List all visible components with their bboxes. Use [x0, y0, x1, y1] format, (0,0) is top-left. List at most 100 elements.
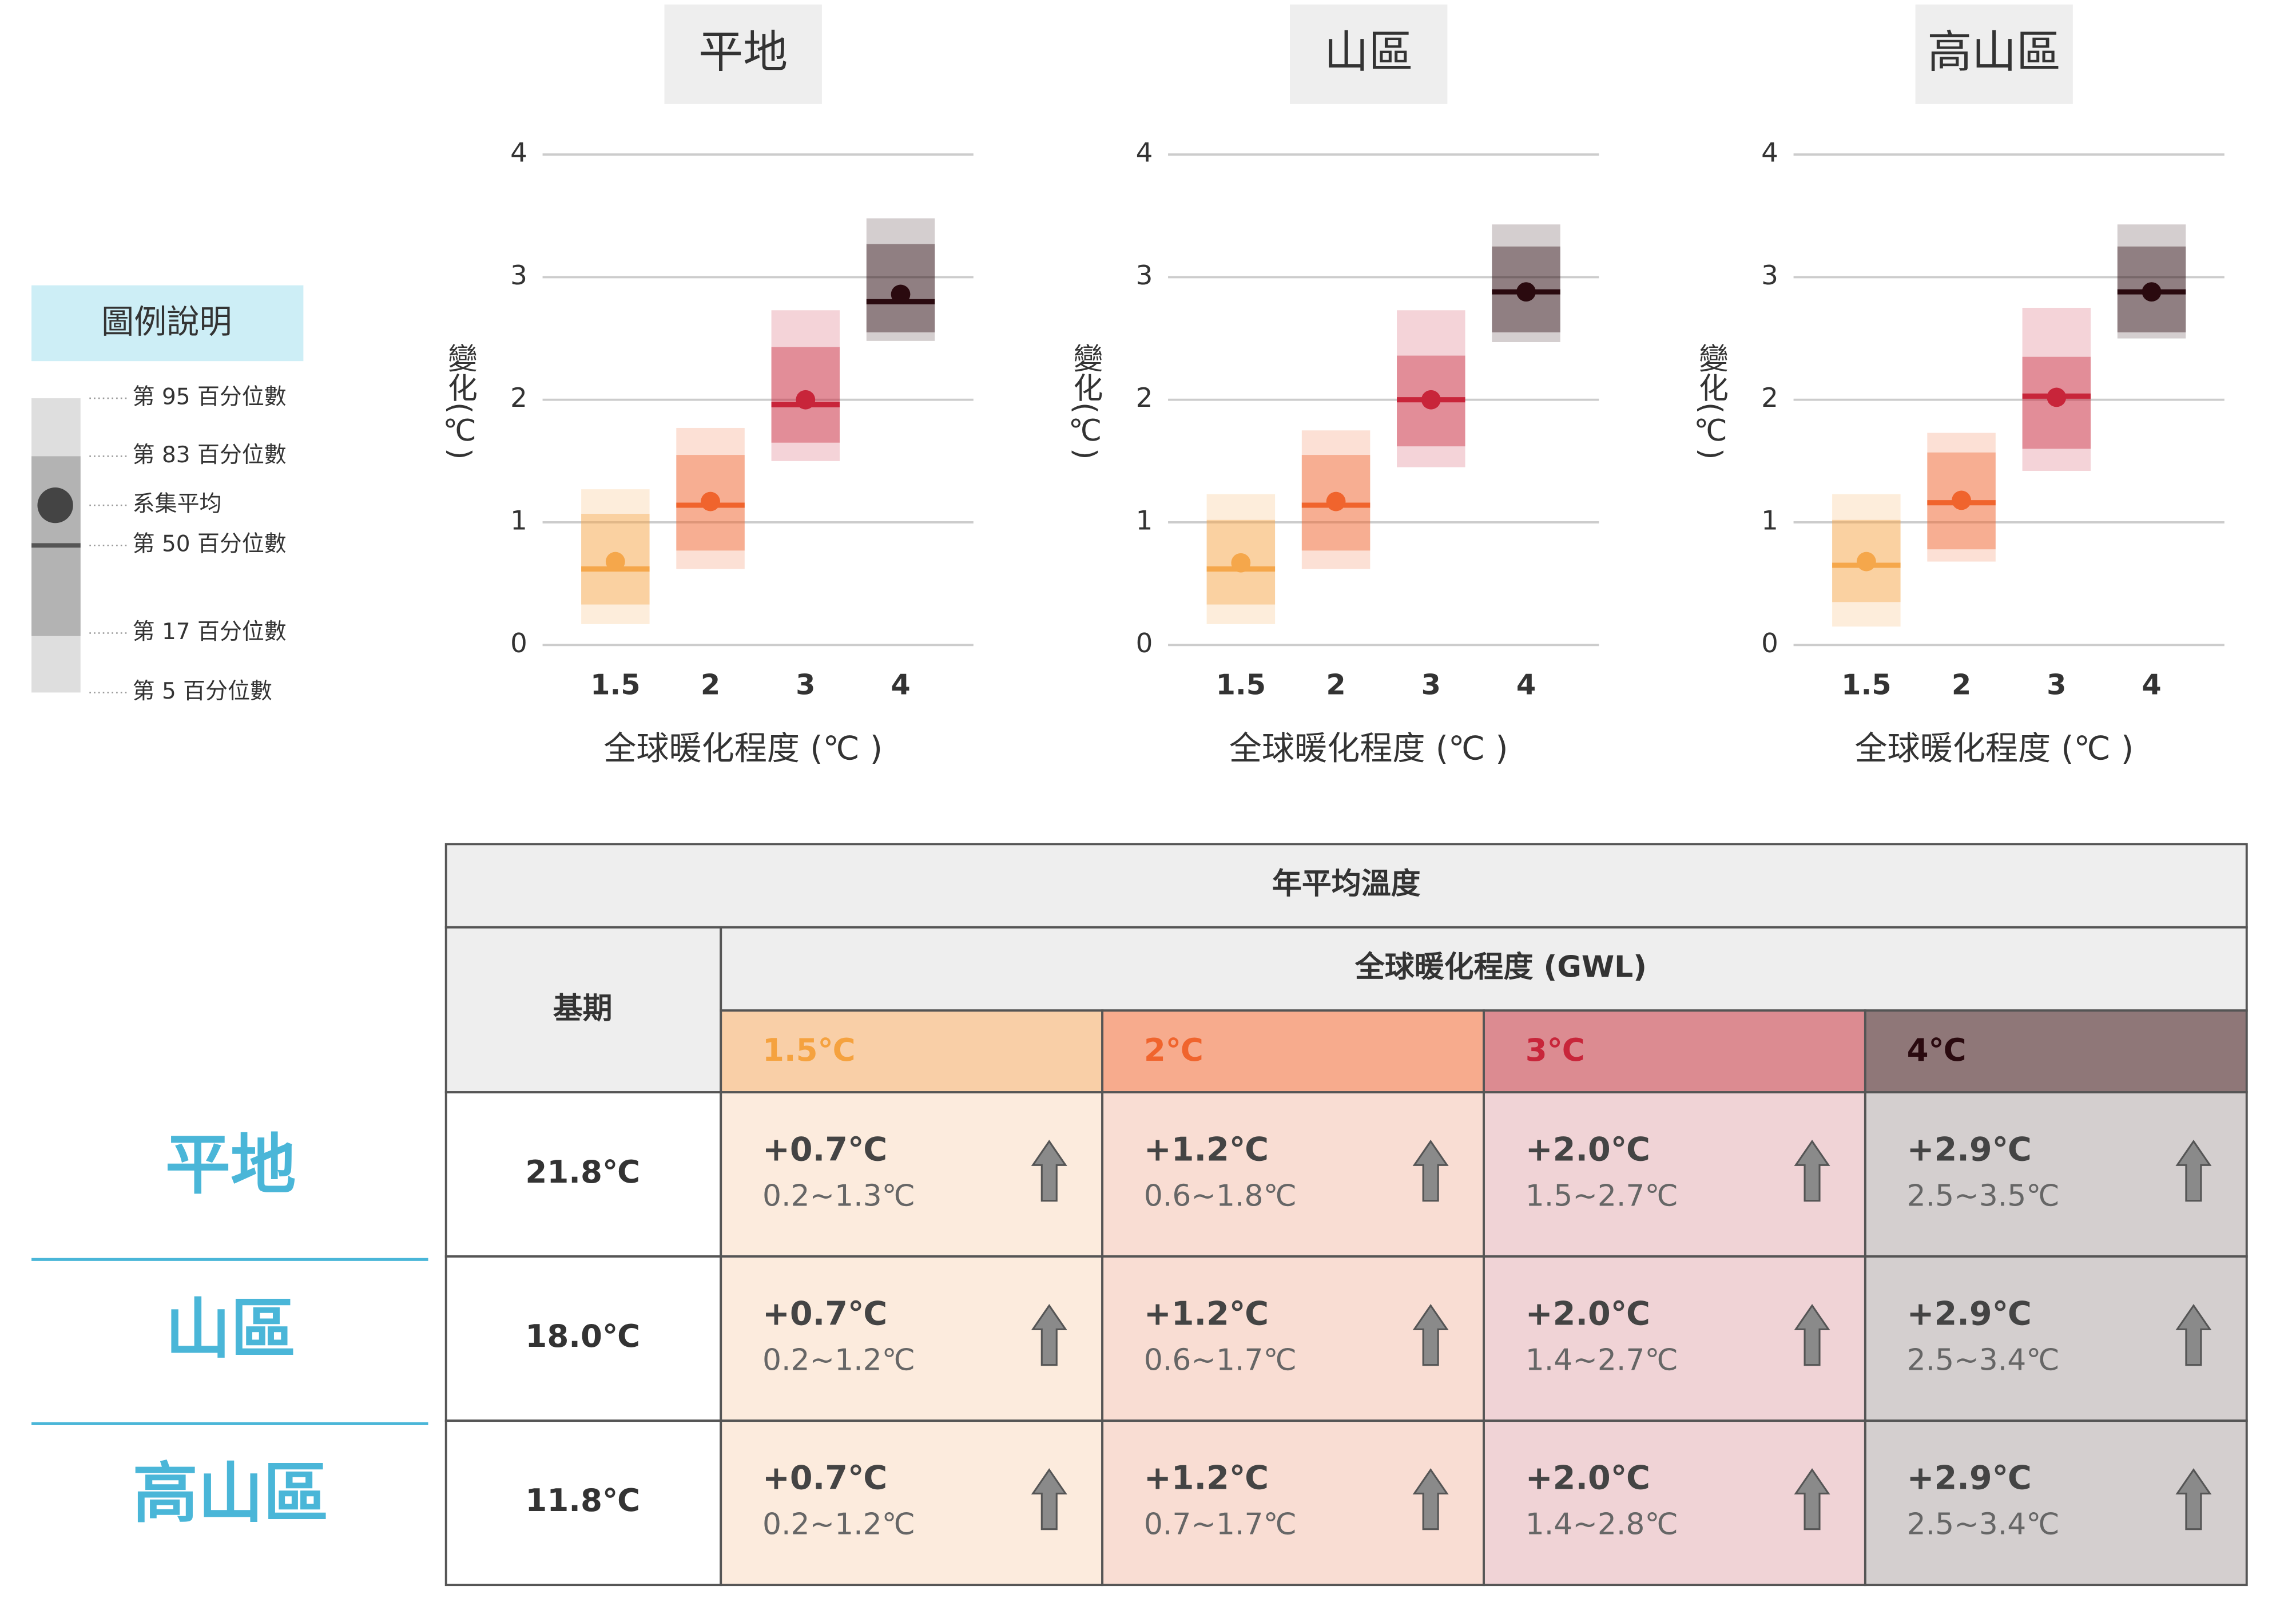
box-p5-p95 — [1397, 310, 1465, 467]
row-label: 山區 — [165, 1291, 296, 1367]
row-label: 平地 — [165, 1127, 296, 1203]
cell-mean: +2.0℃ — [1526, 1460, 1650, 1497]
cell-range: 0.2~1.3℃ — [762, 1179, 915, 1214]
legend-label: 第 83 百分位數 — [133, 442, 287, 468]
cell-range: 0.2~1.2℃ — [762, 1508, 915, 1542]
up-arrow — [1794, 1468, 1830, 1530]
row-label: 高山區 — [133, 1455, 329, 1531]
chart-title: 平地 — [698, 27, 788, 78]
base-value: 21.8℃ — [525, 1153, 640, 1190]
legend-label: 系集平均 — [133, 491, 222, 517]
y-tick-label: 1 — [1761, 505, 1778, 536]
cell-mean: +0.7℃ — [762, 1131, 887, 1169]
up-arrow — [1794, 1304, 1830, 1366]
up-arrow — [1412, 1304, 1449, 1366]
mean-dot — [796, 390, 816, 410]
x-axis-label: 全球暖化程度 (℃ ) — [1854, 729, 2134, 767]
column-header: 1.5℃ — [762, 1032, 856, 1068]
legend-mean — [37, 487, 73, 524]
y-tick-label: 2 — [510, 383, 527, 414]
value-cell — [720, 1091, 1104, 1258]
legend-label: 第 17 百分位數 — [133, 619, 287, 645]
mean-dot — [2142, 282, 2162, 302]
cell-range: 1.4~2.8℃ — [1526, 1508, 1678, 1542]
up-arrow — [1031, 1304, 1067, 1366]
x-tick-label: 4 — [1516, 668, 1536, 701]
cell-range: 0.7~1.7℃ — [1144, 1508, 1297, 1542]
column-header-cell — [720, 1009, 1104, 1094]
chart-title: 山區 — [1324, 27, 1413, 78]
base-header-cell — [444, 926, 722, 1094]
up-arrow — [1031, 1468, 1067, 1530]
cell-mean: +2.9℃ — [1907, 1295, 2032, 1333]
up-arrow — [2175, 1140, 2212, 1202]
cell-range: 2.5~3.4℃ — [1907, 1508, 2060, 1542]
cell-mean: +0.7℃ — [762, 1460, 887, 1497]
cell-mean: +2.9℃ — [1907, 1131, 2032, 1169]
value-cell — [1483, 1419, 1866, 1587]
y-tick-label: 3 — [1761, 260, 1778, 291]
value-cell — [1864, 1419, 2248, 1587]
mean-dot — [1421, 390, 1441, 410]
cell-mean: +1.2℃ — [1144, 1295, 1269, 1333]
y-tick-label: 1 — [1136, 505, 1153, 536]
value-cell — [1101, 1091, 1485, 1258]
x-axis-label: 全球暖化程度 (℃ ) — [1229, 729, 1508, 767]
column-header: 2℃ — [1144, 1032, 1203, 1068]
box-p5-p95 — [771, 310, 840, 461]
x-tick-label: 1.5 — [590, 668, 640, 701]
chart-title-box — [664, 4, 822, 104]
x-tick-label: 3 — [796, 668, 815, 701]
x-tick-label: 1.5 — [1841, 668, 1891, 701]
value-cell — [720, 1255, 1104, 1422]
y-tick-label: 4 — [1136, 138, 1153, 169]
table-title: 年平均溫度 — [1272, 867, 1421, 901]
cell-range: 1.4~2.7℃ — [1526, 1343, 1678, 1378]
chart-title-box — [1915, 4, 2073, 104]
gwl-header: 全球暖化程度 (GWL) — [1354, 950, 1647, 985]
cell-mean: +1.2℃ — [1144, 1460, 1269, 1497]
x-tick-label: 2 — [701, 668, 720, 701]
up-arrow — [1412, 1468, 1449, 1530]
box-p5-p95 — [866, 218, 935, 341]
x-tick-label: 3 — [2047, 668, 2066, 701]
y-tick-label: 3 — [510, 260, 527, 291]
y-tick-label: 2 — [1761, 383, 1778, 414]
cell-range: 0.2~1.2℃ — [762, 1343, 915, 1378]
y-axis-label: 變化(℃) — [1694, 343, 1728, 459]
up-arrow — [1794, 1140, 1830, 1202]
y-tick-label: 2 — [1136, 383, 1153, 414]
mean-dot — [701, 491, 720, 511]
cell-mean: +2.9℃ — [1907, 1460, 2032, 1497]
x-tick-label: 4 — [2142, 668, 2161, 701]
base-cell — [444, 1419, 722, 1587]
base-header: 基期 — [553, 992, 613, 1026]
x-tick-label: 1.5 — [1216, 668, 1266, 701]
x-tick-label: 3 — [1421, 668, 1441, 701]
base-value: 11.8℃ — [525, 1482, 640, 1518]
cell-mean: +2.0℃ — [1526, 1131, 1650, 1169]
chart-title: 高山區 — [1927, 27, 2061, 78]
y-tick-label: 0 — [1136, 628, 1153, 659]
value-cell — [1483, 1255, 1866, 1422]
up-arrow — [1412, 1140, 1449, 1202]
y-axis-label: 變化(℃) — [1068, 343, 1102, 459]
column-header: 3℃ — [1526, 1032, 1585, 1068]
up-arrow — [1031, 1140, 1067, 1202]
mean-dot — [1952, 490, 1971, 510]
base-cell — [444, 1255, 722, 1422]
x-axis-label: 全球暖化程度 (℃ ) — [603, 729, 883, 767]
y-tick-label: 0 — [1761, 628, 1778, 659]
y-tick-label: 4 — [1761, 138, 1778, 169]
base-value: 18.0℃ — [525, 1318, 640, 1354]
mean-dot — [1231, 553, 1251, 573]
legend-title: 圖例說明 — [101, 303, 232, 341]
column-header: 4℃ — [1907, 1032, 1967, 1068]
box-p5-p95 — [2117, 224, 2186, 339]
value-cell — [1864, 1255, 2248, 1422]
mean-dot — [605, 552, 625, 572]
gwl-header-cell — [720, 926, 2248, 1012]
mean-dot — [891, 284, 911, 304]
legend-label: 第 5 百分位數 — [133, 679, 272, 704]
